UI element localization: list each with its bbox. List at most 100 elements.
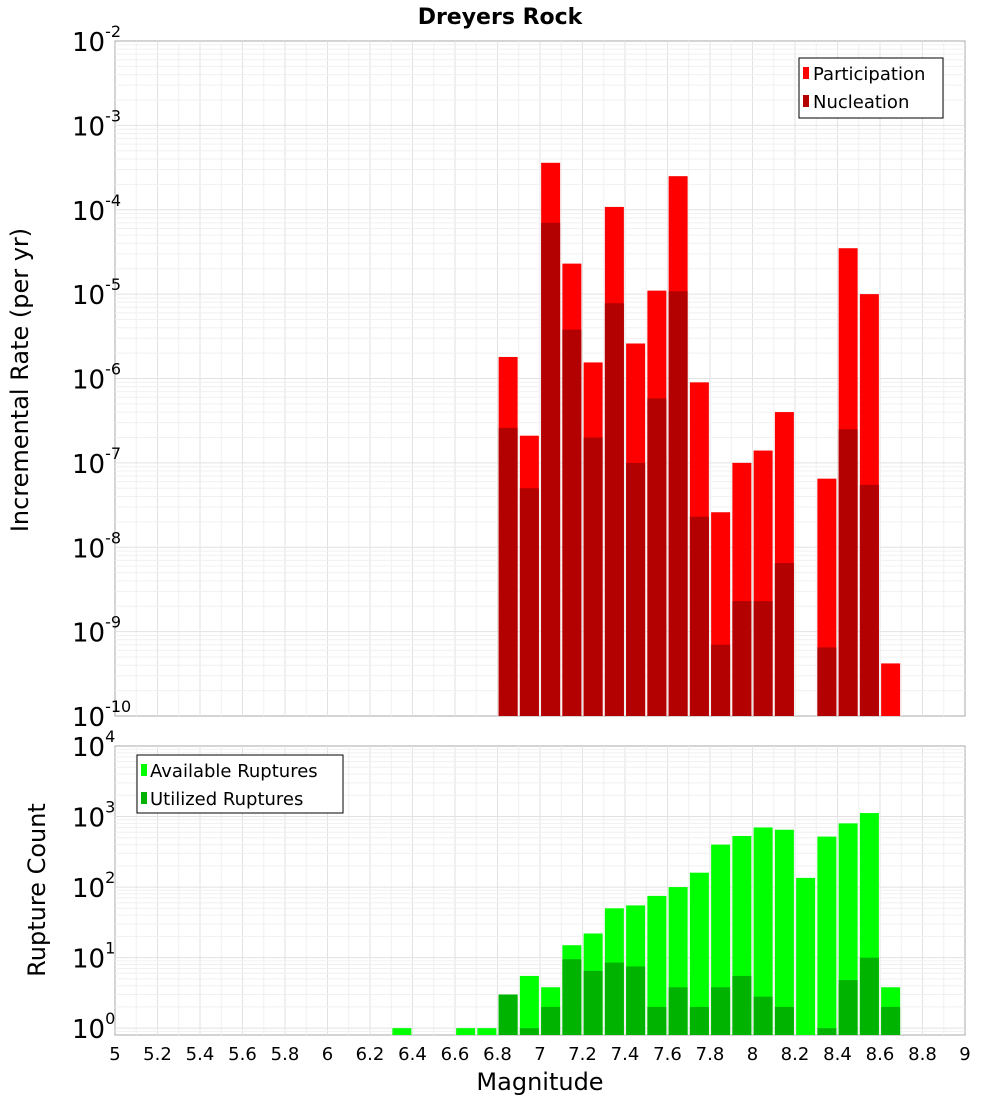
bottom-bar-utilized bbox=[668, 987, 688, 1035]
bottom-bar-utilized bbox=[859, 957, 879, 1035]
x-tick-label: 8.8 bbox=[908, 1044, 937, 1065]
top-bar-nucleation bbox=[626, 462, 646, 716]
x-tick-label: 6 bbox=[322, 1044, 333, 1065]
x-tick-label: 6.8 bbox=[483, 1044, 512, 1065]
bottom-bar-utilized bbox=[647, 1006, 667, 1035]
x-tick-label: 5 bbox=[109, 1044, 120, 1065]
bottom-y-ticks: 100 101 102 103 104 bbox=[72, 727, 115, 1045]
bottom-bar-available bbox=[456, 1028, 476, 1035]
bottom-bar-available bbox=[689, 872, 709, 1035]
top-bar-nucleation bbox=[838, 429, 858, 716]
bottom-y-axis-label: Rupture Count bbox=[23, 803, 51, 977]
x-tick-label: 7.4 bbox=[611, 1044, 640, 1065]
x-tick-label: 7.6 bbox=[653, 1044, 682, 1065]
bottom-bar-utilized bbox=[519, 1028, 539, 1035]
bottom-bar-utilized bbox=[562, 959, 582, 1035]
bottom-bar-utilized bbox=[498, 994, 518, 1035]
legend-label-nucleation: Nucleation bbox=[813, 92, 909, 113]
bottom-y-tick-label: 100 bbox=[72, 1009, 115, 1045]
x-ticks: 5 5.2 5.4 5.6 5.8 6 6.2 6.4 6.6 6.8 7 7.2 7.4 7.6 7.8 8… bbox=[109, 1044, 970, 1065]
top-bar-nucleation bbox=[498, 427, 518, 716]
x-tick-label: 5.6 bbox=[228, 1044, 257, 1065]
bottom-bar-utilized bbox=[583, 970, 603, 1035]
top-bar-nucleation bbox=[689, 516, 709, 716]
bottom-bars bbox=[392, 813, 901, 1035]
top-bar-nucleation bbox=[668, 291, 688, 716]
x-tick-label: 8 bbox=[747, 1044, 758, 1065]
legend-label-utilized: Utilized Ruptures bbox=[150, 789, 303, 810]
bottom-bar-utilized bbox=[753, 996, 773, 1035]
legend-swatch-nucleation bbox=[803, 95, 809, 107]
top-y-tick-label: 10-8 bbox=[72, 528, 121, 564]
legend-swatch-utilized bbox=[141, 792, 147, 804]
x-tick-label: 9 bbox=[959, 1044, 970, 1065]
top-bar-nucleation bbox=[519, 488, 539, 716]
bottom-panel: 100 101 102 103 104 5 5.2 5.4 5.6 5.8 6 6.2 6.4 6.6 6… bbox=[23, 727, 971, 1096]
bottom-legend-box bbox=[136, 754, 344, 814]
x-tick-label: 7.8 bbox=[696, 1044, 725, 1065]
bottom-bar-available bbox=[817, 836, 837, 1035]
x-tick-label: 8.4 bbox=[823, 1044, 852, 1065]
bottom-bar-available bbox=[774, 829, 794, 1035]
top-bar-nucleation bbox=[732, 601, 752, 716]
top-bar-nucleation bbox=[541, 222, 561, 716]
top-y-tick-label: 10-9 bbox=[72, 613, 121, 649]
bottom-bar-utilized bbox=[689, 1006, 709, 1035]
chart-title: Dreyers Rock bbox=[418, 5, 584, 30]
bottom-y-tick-label: 104 bbox=[72, 727, 115, 763]
top-bar-nucleation bbox=[774, 563, 794, 716]
top-y-tick-label: 10-6 bbox=[72, 360, 121, 396]
top-bars bbox=[498, 162, 901, 717]
bottom-bar-available bbox=[753, 827, 773, 1035]
top-bar-nucleation bbox=[562, 329, 582, 716]
x-tick-label: 7.2 bbox=[568, 1044, 597, 1065]
top-grid bbox=[115, 41, 965, 716]
x-tick-label: 6.6 bbox=[441, 1044, 470, 1065]
x-tick-label: 5.8 bbox=[271, 1044, 300, 1065]
bottom-bar-utilized bbox=[838, 980, 858, 1035]
top-bar-nucleation bbox=[604, 303, 624, 716]
top-y-tick-label: 10-4 bbox=[72, 191, 121, 227]
bottom-bar-utilized bbox=[604, 962, 624, 1035]
bottom-y-tick-label: 102 bbox=[72, 868, 115, 904]
top-bar-nucleation bbox=[711, 644, 731, 716]
bottom-bar-utilized bbox=[626, 966, 646, 1035]
bottom-y-tick-label: 101 bbox=[72, 939, 115, 975]
x-tick-label: 5.2 bbox=[143, 1044, 172, 1065]
x-tick-label: 8.6 bbox=[866, 1044, 895, 1065]
top-legend-box bbox=[798, 57, 944, 119]
bottom-bar-available bbox=[647, 895, 667, 1035]
bottom-bar-utilized bbox=[732, 975, 752, 1035]
x-tick-label: 6.4 bbox=[398, 1044, 427, 1065]
bottom-bar-available bbox=[796, 877, 816, 1035]
bottom-bar-utilized bbox=[541, 1006, 561, 1035]
top-y-tick-label: 10-10 bbox=[72, 697, 131, 733]
top-y-axis-label: Incremental Rate (per yr) bbox=[6, 228, 34, 532]
top-bar-nucleation bbox=[753, 601, 773, 716]
legend-swatch-participation bbox=[803, 67, 809, 79]
x-tick-label: 7 bbox=[534, 1044, 545, 1065]
bottom-bar-available bbox=[519, 975, 539, 1035]
top-bar-nucleation bbox=[859, 484, 879, 716]
bottom-y-tick-label: 103 bbox=[72, 798, 115, 834]
bottom-bar-utilized bbox=[774, 1006, 794, 1035]
top-bar-participation bbox=[881, 663, 901, 716]
top-legend: Participation Nucleation bbox=[798, 57, 944, 119]
x-tick-label: 6.2 bbox=[356, 1044, 385, 1065]
x-tick-label: 5.4 bbox=[186, 1044, 215, 1065]
legend-label-participation: Participation bbox=[813, 64, 925, 85]
top-y-tick-label: 10-7 bbox=[72, 444, 121, 480]
top-y-tick-label: 10-3 bbox=[72, 106, 121, 142]
bottom-bar-utilized bbox=[817, 1028, 837, 1035]
top-y-tick-label: 10-2 bbox=[72, 22, 121, 58]
top-bar-nucleation bbox=[583, 437, 603, 716]
top-panel: 10-10 10-9 10-8 10-7 10-6 10-5 10-4 10-3 10-2 In… bbox=[6, 22, 966, 733]
bottom-legend: Available Ruptures Utilized Ruptures bbox=[136, 754, 344, 814]
legend-label-available: Available Ruptures bbox=[150, 761, 318, 782]
top-y-tick-label: 10-5 bbox=[72, 275, 121, 311]
x-tick-label: 8.2 bbox=[781, 1044, 810, 1065]
bottom-bar-utilized bbox=[711, 987, 731, 1035]
legend-swatch-available bbox=[141, 764, 147, 776]
bottom-bar-available bbox=[477, 1028, 497, 1035]
